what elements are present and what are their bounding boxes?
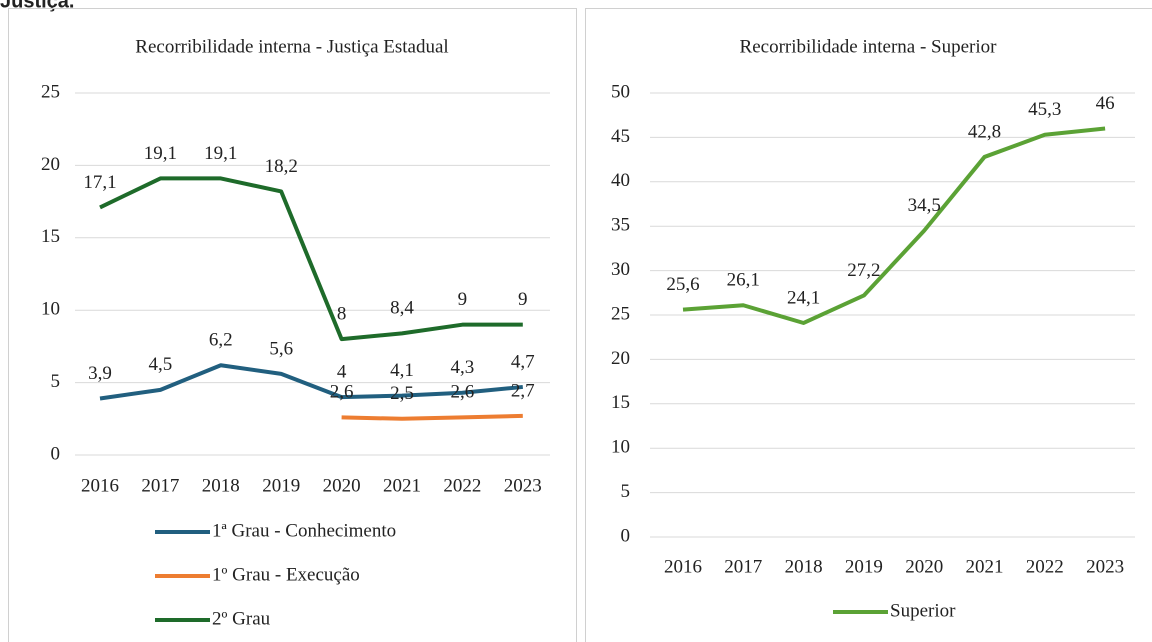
- y-tick-label: 35: [611, 215, 630, 236]
- x-tick-label: 2023: [504, 475, 542, 496]
- series-line: [682, 126, 1106, 325]
- data-label: 19,1: [204, 143, 237, 164]
- data-label: 3,9: [88, 363, 112, 384]
- legend-label: 1º Grau - Execução: [212, 564, 360, 585]
- x-tick-label: 2018: [785, 556, 823, 577]
- data-label: 4,7: [511, 351, 535, 372]
- x-tick-label: 2018: [202, 475, 240, 496]
- data-label: 27,2: [847, 260, 880, 281]
- data-label: 19,1: [144, 143, 177, 164]
- x-tick-label: 2017: [141, 475, 179, 496]
- data-label: 25,6: [666, 274, 699, 295]
- x-tick-label: 2020: [905, 556, 943, 577]
- x-tick-label: 2017: [724, 556, 762, 577]
- data-label: 4: [337, 361, 347, 382]
- x-tick-label: 2021: [383, 475, 421, 496]
- x-tick-label: 2020: [323, 475, 361, 496]
- x-tick-label: 2022: [443, 475, 481, 496]
- data-label: 9: [458, 289, 468, 310]
- x-tick-label: 2019: [845, 556, 883, 577]
- data-label: 34,5: [908, 195, 941, 216]
- y-tick-label: 10: [41, 299, 60, 320]
- chart-title: Recorribilidade interna - Justiça Estadu…: [135, 36, 448, 57]
- x-tick-label: 2016: [81, 475, 119, 496]
- y-tick-label: 30: [611, 259, 630, 280]
- data-label: 4,1: [390, 360, 414, 381]
- y-tick-label: 5: [621, 481, 631, 502]
- data-label: 2,5: [390, 383, 414, 404]
- y-tick-label: 0: [621, 525, 631, 546]
- data-label: 4,3: [451, 357, 475, 378]
- x-tick-label: 2022: [1026, 556, 1064, 577]
- y-tick-label: 20: [41, 154, 60, 175]
- data-label: 2,7: [511, 380, 535, 401]
- data-label: 9: [518, 289, 528, 310]
- legend-label: 2º Grau: [212, 608, 271, 629]
- chart-title: Recorribilidade interna - Superior: [740, 36, 998, 57]
- y-tick-label: 15: [611, 392, 630, 413]
- x-tick-label: 2016: [664, 556, 702, 577]
- x-tick-label: 2023: [1086, 556, 1124, 577]
- y-tick-label: 0: [51, 443, 61, 464]
- x-tick-label: 2019: [262, 475, 300, 496]
- data-label: 26,1: [727, 270, 760, 291]
- data-label: 18,2: [265, 156, 298, 177]
- data-label: 42,8: [968, 121, 1001, 142]
- y-tick-label: 45: [611, 126, 630, 147]
- data-label: 2,6: [330, 382, 354, 403]
- data-label: 8,4: [390, 298, 414, 319]
- y-tick-label: 25: [41, 81, 60, 102]
- series-line: [341, 413, 523, 421]
- legend-label: 1ª Grau - Conhecimento: [212, 520, 396, 541]
- y-tick-label: 20: [611, 348, 630, 369]
- data-label: 6,2: [209, 330, 233, 351]
- y-tick-label: 25: [611, 303, 630, 324]
- legend-label: Superior: [890, 600, 956, 621]
- y-tick-label: 50: [611, 81, 630, 102]
- header: Justiça.: [0, 0, 74, 12]
- y-tick-label: 10: [611, 437, 630, 458]
- data-label: 46: [1096, 93, 1115, 114]
- series-line: [99, 363, 523, 401]
- chart-frame: [8, 8, 577, 642]
- data-label: 4,5: [149, 354, 173, 375]
- data-label: 8: [337, 304, 347, 325]
- y-tick-label: 5: [51, 371, 61, 392]
- y-tick-label: 15: [41, 226, 60, 247]
- y-tick-label: 40: [611, 170, 630, 191]
- data-label: 45,3: [1028, 99, 1061, 120]
- x-tick-label: 2021: [966, 556, 1004, 577]
- data-label: 2,6: [451, 382, 475, 403]
- chart-frame: [585, 8, 1152, 642]
- data-label: 24,1: [787, 287, 820, 308]
- data-label: 5,6: [269, 338, 293, 359]
- series-line: [99, 176, 523, 342]
- data-label: 17,1: [83, 172, 116, 193]
